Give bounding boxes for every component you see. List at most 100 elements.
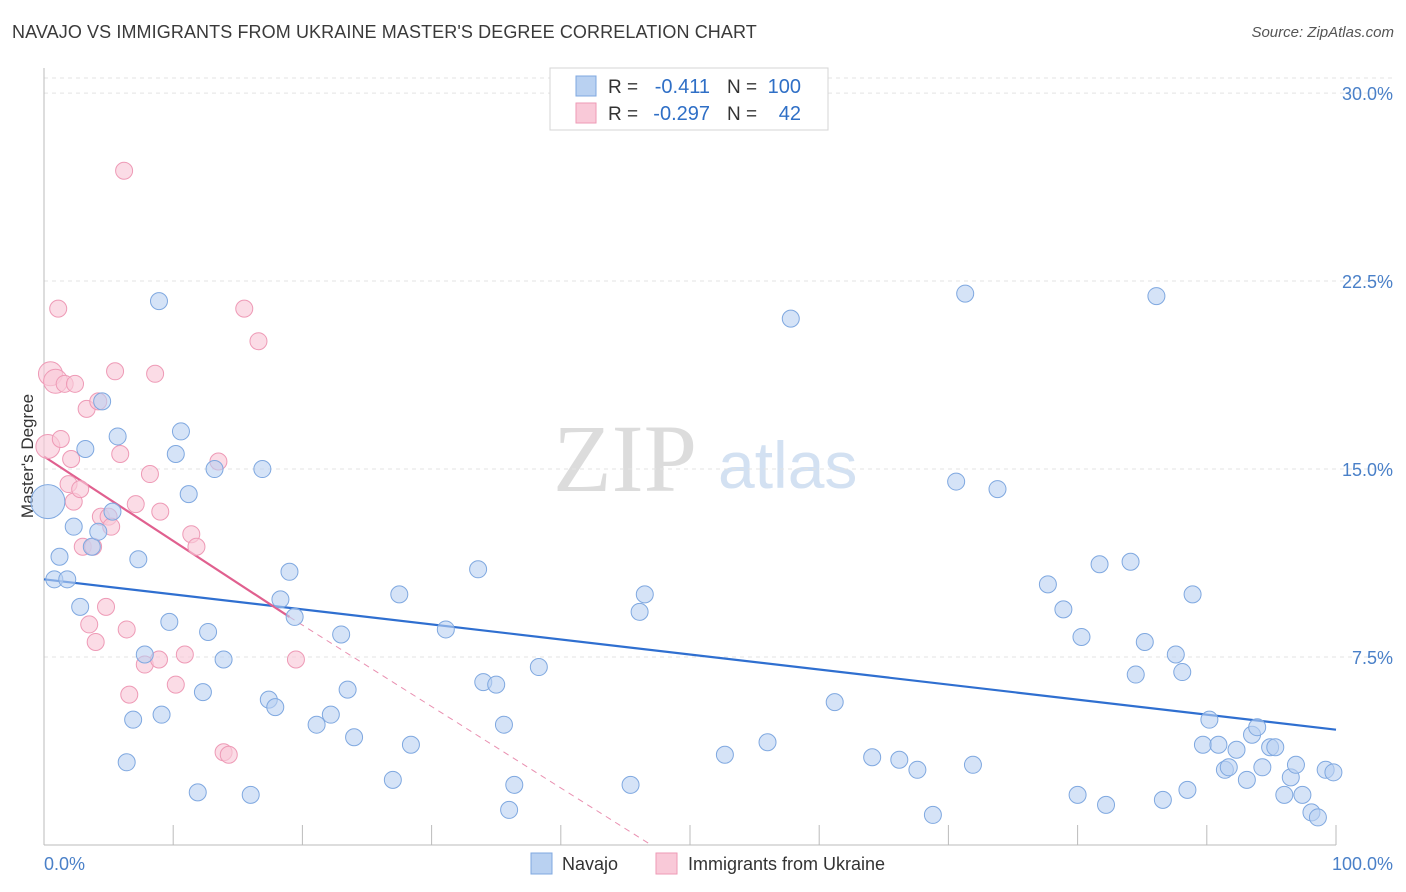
navajo-point-77: [1173, 663, 1192, 682]
navajo-point-7: [82, 537, 101, 556]
navajo-trend-line: [43, 578, 1337, 731]
navajo-point-50: [621, 775, 640, 794]
navajo-point-65: [1038, 575, 1057, 594]
legend-n-label-ukraine: N =: [727, 104, 757, 125]
navajo-point-51: [630, 602, 649, 621]
navajo-point-8: [89, 522, 108, 541]
navajo-point-81: [1200, 710, 1219, 729]
navajo-point-31: [271, 590, 290, 609]
navajo-point-92: [1275, 785, 1294, 804]
ukraine-point-23: [115, 161, 134, 180]
ukraine-point-26: [126, 495, 145, 514]
navajo-point-24: [199, 622, 218, 641]
y-tick-label-3: 30.0%: [1342, 84, 1393, 104]
y-axis-title: Master's Degree: [18, 394, 37, 518]
navajo-point-69: [1090, 555, 1109, 574]
navajo-point-40: [390, 585, 409, 604]
navajo-point-12: [117, 753, 136, 772]
navajo-point-59: [908, 760, 927, 779]
navajo-point-63: [963, 755, 982, 774]
navajo-point-75: [1153, 790, 1172, 809]
navajo-point-38: [345, 728, 364, 747]
x-tick-label-0: 0.0%: [44, 854, 85, 874]
ukraine-point-38: [219, 745, 238, 764]
navajo-point-14: [129, 550, 148, 569]
navajo-point-53: [715, 745, 734, 764]
y-tick-label-1: 15.0%: [1342, 460, 1393, 480]
ukraine-point-21: [106, 362, 125, 381]
navajo-point-54: [758, 733, 777, 752]
ukraine-point-25: [120, 685, 139, 704]
navajo-point-28: [253, 460, 272, 479]
navajo-point-45: [487, 675, 506, 694]
navajo-point-46: [494, 715, 513, 734]
ukraine-point-3: [49, 299, 68, 318]
navajo-point-13: [124, 710, 143, 729]
navajo-point-61: [947, 472, 966, 491]
navajo-point-6: [76, 439, 95, 458]
navajo-point-2: [50, 547, 69, 566]
navajo-point-74: [1147, 287, 1166, 306]
navajo-point-72: [1126, 665, 1145, 684]
ukraine-point-35: [187, 537, 206, 556]
navajo-point-21: [179, 485, 198, 504]
ukraine-point-15: [86, 632, 105, 651]
navajo-point-43: [469, 560, 488, 579]
navajo-point-42: [436, 620, 455, 639]
ukraine-point-39: [235, 299, 254, 318]
legend-swatch-navajo: [575, 75, 597, 97]
navajo-point-30: [266, 698, 285, 717]
navajo-point-48: [505, 775, 524, 794]
navajo-point-64: [988, 480, 1007, 499]
navajo-point-84: [1219, 758, 1238, 777]
navajo-point-85: [1227, 740, 1246, 759]
legend-r-value-ukraine: -0.297: [653, 103, 710, 125]
chart-title: NAVAJO VS IMMIGRANTS FROM UKRAINE MASTER…: [12, 22, 757, 42]
navajo-point-22: [188, 783, 207, 802]
ukraine-point-7: [62, 450, 81, 469]
navajo-point-39: [383, 770, 402, 789]
bottom-legend-swatch-ukraine: [655, 852, 678, 875]
navajo-point-67: [1068, 785, 1087, 804]
navajo-point-49: [529, 658, 548, 677]
navajo-point-36: [332, 625, 351, 644]
navajo-point-18: [149, 292, 168, 311]
legend-n-value-ukraine: 42: [779, 103, 801, 125]
ukraine-point-9: [66, 374, 85, 393]
legend-n-label-navajo: N =: [727, 77, 757, 98]
navajo-point-94: [1286, 755, 1305, 774]
ukraine-point-29: [146, 364, 165, 383]
y-tick-label-0: 7.5%: [1352, 648, 1393, 668]
navajo-point-15: [135, 645, 154, 664]
navajo-point-19: [166, 444, 185, 463]
navajo-point-34: [307, 715, 326, 734]
ukraine-point-33: [175, 645, 194, 664]
bottom-legend-label-navajo: Navajo: [562, 854, 618, 874]
navajo-point-52: [635, 585, 654, 604]
legend-swatch-ukraine: [575, 102, 597, 124]
navajo-point-60: [923, 805, 942, 824]
ukraine-point-31: [151, 502, 170, 521]
bottom-legend-label-ukraine: Immigrants from Ukraine: [688, 854, 885, 874]
watermark-zip: ZIP: [553, 405, 697, 512]
navajo-point-99: [1324, 763, 1343, 782]
navajo-point-56: [825, 693, 844, 712]
navajo-point-91: [1266, 738, 1285, 757]
legend-r-label-ukraine: R =: [608, 104, 638, 125]
navajo-point-97: [1308, 808, 1327, 827]
bottom-legend-swatch-navajo: [530, 852, 553, 875]
bottom-legend: Navajo Immigrants from Ukraine: [530, 852, 885, 875]
navajo-point-11: [108, 427, 127, 446]
ukraine-point-24: [117, 620, 136, 639]
navajo-point-16: [152, 705, 171, 724]
y-tick-label-2: 22.5%: [1342, 272, 1393, 292]
navajo-point-20: [171, 422, 190, 441]
legend-r-value-navajo: -0.411: [655, 76, 710, 98]
navajo-point-27: [241, 785, 260, 804]
navajo-point-25: [205, 460, 224, 479]
navajo-point-9: [93, 392, 112, 411]
navajo-point-4: [64, 517, 83, 536]
top-legend: R = -0.411 N = 100 R = -0.297 N = 42: [549, 67, 829, 131]
navajo-point-86: [1237, 770, 1256, 789]
ukraine-point-32: [166, 675, 185, 694]
